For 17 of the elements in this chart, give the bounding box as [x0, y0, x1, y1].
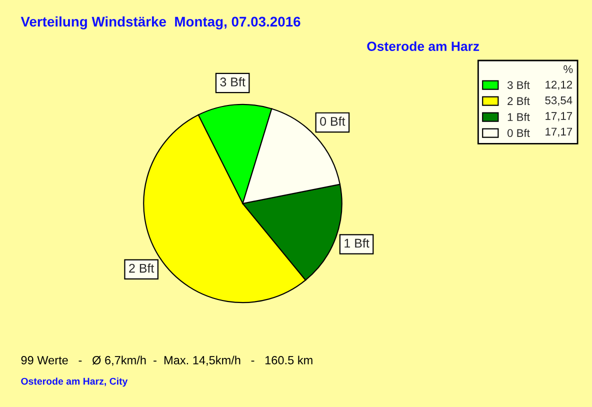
legend-label: 2 Bft — [508, 96, 530, 106]
legend-title: % — [564, 65, 573, 74]
text: Osterode am Harz, City — [21, 378, 128, 387]
slice-label: 2 Bft — [129, 264, 154, 273]
slice-label: 0 Bft — [320, 116, 346, 126]
legend-label: 0 Bft — [507, 128, 530, 137]
legend-label: 1 Bft — [508, 112, 530, 121]
legend-label: 3 Bft — [507, 80, 530, 90]
chart-title: Verteilung Windstärke Montag, 07.03.2016 — [20, 16, 300, 30]
slice-label: 3 Bft — [220, 77, 246, 86]
chart-subtitle: Osterode am Harz — [367, 41, 480, 52]
data-label: 53,54 — [545, 96, 572, 106]
data-label: 17,17 — [546, 112, 572, 122]
text: 99 Werte - Ø 6,7km/h - Max. 14,5km/h - 160.5 km — [21, 356, 312, 366]
slice-label: 1 Bft — [344, 238, 370, 248]
data-label: 17,17 — [546, 128, 572, 137]
data-label: 12,12 — [546, 80, 572, 90]
